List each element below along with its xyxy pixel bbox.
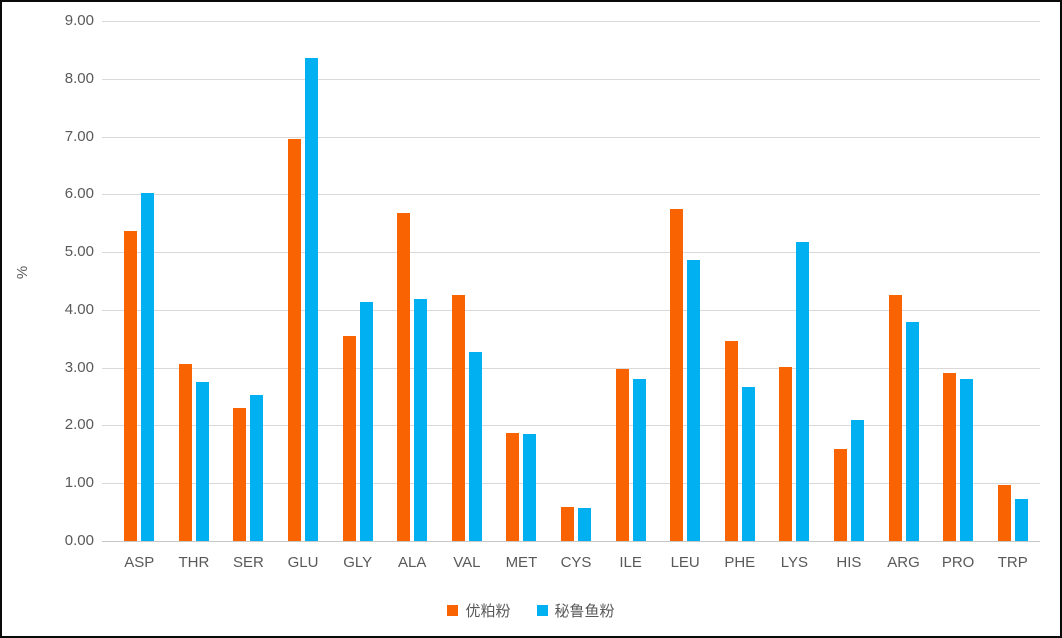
y-tick-label: 8.00 [64, 69, 94, 87]
x-axis-label-ile: ILE [619, 554, 642, 571]
gridline [102, 367, 1040, 369]
legend-marker-icon [536, 605, 548, 616]
y-tick-label: 5.00 [64, 243, 94, 261]
bar-series1-trp [1014, 498, 1028, 541]
bar-series0-phe [724, 340, 738, 541]
y-tick-label: 3.00 [64, 358, 94, 376]
bar-series1-met [523, 434, 537, 541]
gridline [102, 194, 1040, 196]
bar-series1-cys [578, 508, 591, 541]
bar-series0-met [506, 432, 520, 541]
x-axis-label-phe: PHE [724, 554, 756, 571]
bar-series0-ile [615, 368, 629, 541]
x-axis-label-arg: ARG [887, 554, 920, 571]
x-axis-label-cys: CYS [560, 554, 592, 571]
bar-series1-phe [741, 387, 755, 541]
y-tick-label: 7.00 [64, 127, 94, 145]
x-axis-label-met: MET [505, 554, 538, 571]
gridline [102, 425, 1040, 427]
bar-series1-thr [195, 381, 209, 541]
x-axis-label-leu: LEU [670, 554, 700, 571]
gridline [102, 78, 1040, 80]
bar-series1-pro [960, 379, 974, 541]
x-axis-line [102, 541, 1040, 542]
gridline [102, 136, 1040, 138]
bar-series1-gly [359, 301, 373, 541]
x-axis-label-his: HIS [836, 554, 862, 571]
x-axis-label-ala: ALA [398, 554, 427, 571]
bar-series0-trp [997, 484, 1011, 541]
x-axis-label-trp: TRP [997, 554, 1028, 571]
bar-series0-pro [943, 372, 957, 541]
gridline [102, 309, 1040, 311]
bar-series0-ala [397, 213, 411, 541]
y-tick-label: 0.00 [64, 532, 94, 549]
bar-series1-leu [687, 260, 701, 541]
legend: 优粕粉 秘鲁鱼粉 [2, 600, 1060, 621]
legend-label: 优粕粉 [465, 603, 511, 620]
bar-series1-ala [414, 298, 428, 541]
gridline [102, 483, 1040, 485]
x-axis-label-pro: PRO [941, 554, 975, 571]
x-axis-label-gly: GLY [343, 554, 373, 571]
legend-label: 秘鲁鱼粉 [554, 603, 615, 620]
bar-series1-ile [632, 379, 646, 541]
x-axis-label-ser: SER [233, 554, 264, 571]
bar-series1-asp [141, 192, 155, 541]
x-axis-label-glu: GLU [287, 554, 319, 571]
x-axis-label-asp: ASP [124, 554, 155, 571]
bar-series1-val [468, 352, 482, 541]
gridline [102, 21, 1040, 22]
y-axis-title: % [14, 265, 32, 280]
bar-series0-his [833, 449, 847, 541]
bar-series1-glu [305, 57, 319, 541]
bar-series0-asp [124, 230, 138, 541]
bar-series1-lys [796, 242, 810, 541]
bar-series0-leu [670, 208, 684, 541]
gridline [102, 252, 1040, 254]
bar-series0-arg [888, 294, 902, 541]
bar-series0-thr [178, 364, 192, 541]
bar-series0-lys [779, 366, 793, 541]
bar-series0-gly [342, 335, 356, 541]
legend-item-series1: 秘鲁鱼粉 [536, 600, 615, 621]
x-axis-label-val: VAL [453, 554, 481, 571]
bar-series0-val [451, 294, 465, 541]
legend-item-series0: 优粕粉 [447, 600, 511, 621]
bar-series1-ser [250, 395, 264, 541]
bar-series1-his [850, 419, 864, 541]
y-tick-label: 6.00 [64, 185, 94, 203]
x-axis-label-lys: LYS [780, 554, 808, 571]
bar-series1-arg [905, 322, 919, 541]
x-axis-label-thr: THR [178, 554, 210, 571]
bar-series0-ser [233, 407, 247, 541]
bar-series0-cys [561, 507, 574, 541]
y-tick-label: 4.00 [64, 300, 94, 318]
y-tick-label: 9.00 [64, 12, 94, 29]
bar-series0-glu [288, 138, 302, 541]
y-tick-label: 1.00 [64, 474, 94, 492]
legend-marker-icon [447, 605, 459, 616]
y-tick-label: 2.00 [64, 416, 94, 434]
